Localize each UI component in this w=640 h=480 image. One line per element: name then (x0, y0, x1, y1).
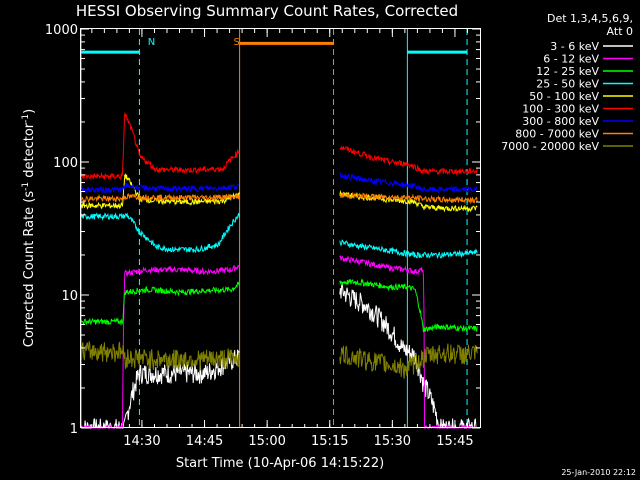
series-50-100-kev (80, 173, 478, 213)
legend-label-100-300-kev: 100 - 300 keV (522, 103, 599, 116)
series-12-25-kev (80, 278, 478, 333)
plot-timestamp: 25-Jan-2010 22:12 (561, 468, 636, 477)
x-tick-label: 15:15 (311, 434, 348, 449)
legend-label-50-100-kev: 50 - 100 keV (529, 90, 599, 103)
legend-label-25-50-kev: 25 - 50 keV (536, 78, 599, 91)
x-axis: 14:30 14:45 15:00 15:15 15:30 15:45 (91, 29, 474, 449)
flag-label-s: S (233, 37, 239, 48)
series-300-800-kev (80, 172, 478, 195)
legend-label-800-7000-kev: 800 - 7000 keV (515, 128, 599, 141)
y-tick-label: 1 (70, 422, 78, 437)
legend-label-3-6-kev: 3 - 6 keV (550, 40, 599, 53)
x-tick-label: 15:00 (248, 434, 285, 449)
plot-frame (80, 28, 481, 428)
y-tick-label: 100 (53, 156, 78, 171)
legend-label-7000-20000-kev: 7000 - 20000 keV (501, 140, 599, 153)
x-axis-label: Start Time (10-Apr-06 14:15:22) (176, 456, 384, 471)
series-100-300-kev (80, 112, 478, 181)
legend-label-300-800-kev: 300 - 800 keV (522, 115, 599, 128)
series-6-12-kev (80, 255, 478, 430)
x-tick-label: 14:30 (123, 434, 160, 449)
series-layer (80, 112, 478, 430)
y-axis: 1 10 100 1000 (45, 23, 480, 437)
y-axis-label: Corrected Count Rate (s-1 detector-1) (21, 109, 37, 347)
x-tick-label: 15:45 (436, 434, 473, 449)
legend-header-line-2: Att 0 (607, 25, 633, 38)
legend-label-12-25-kev: 12 - 25 keV (536, 65, 599, 78)
y-tick-label: 1000 (45, 23, 78, 38)
flag-label-n: N (148, 37, 155, 48)
series-25-50-kev (80, 212, 478, 260)
x-tick-label: 14:45 (186, 434, 223, 449)
legend-label-6-12-kev: 6 - 12 keV (543, 53, 599, 66)
x-tick-label: 15:30 (374, 434, 411, 449)
legend-header-line-1: Det 1,3,4,5,6,9, (547, 12, 633, 25)
series-800-7000-kev (80, 191, 478, 205)
chart-title: HESSI Observing Summary Count Rates, Cor… (76, 2, 458, 20)
series-7000-20000-kev (80, 341, 478, 379)
y-tick-label: 10 (61, 289, 78, 304)
